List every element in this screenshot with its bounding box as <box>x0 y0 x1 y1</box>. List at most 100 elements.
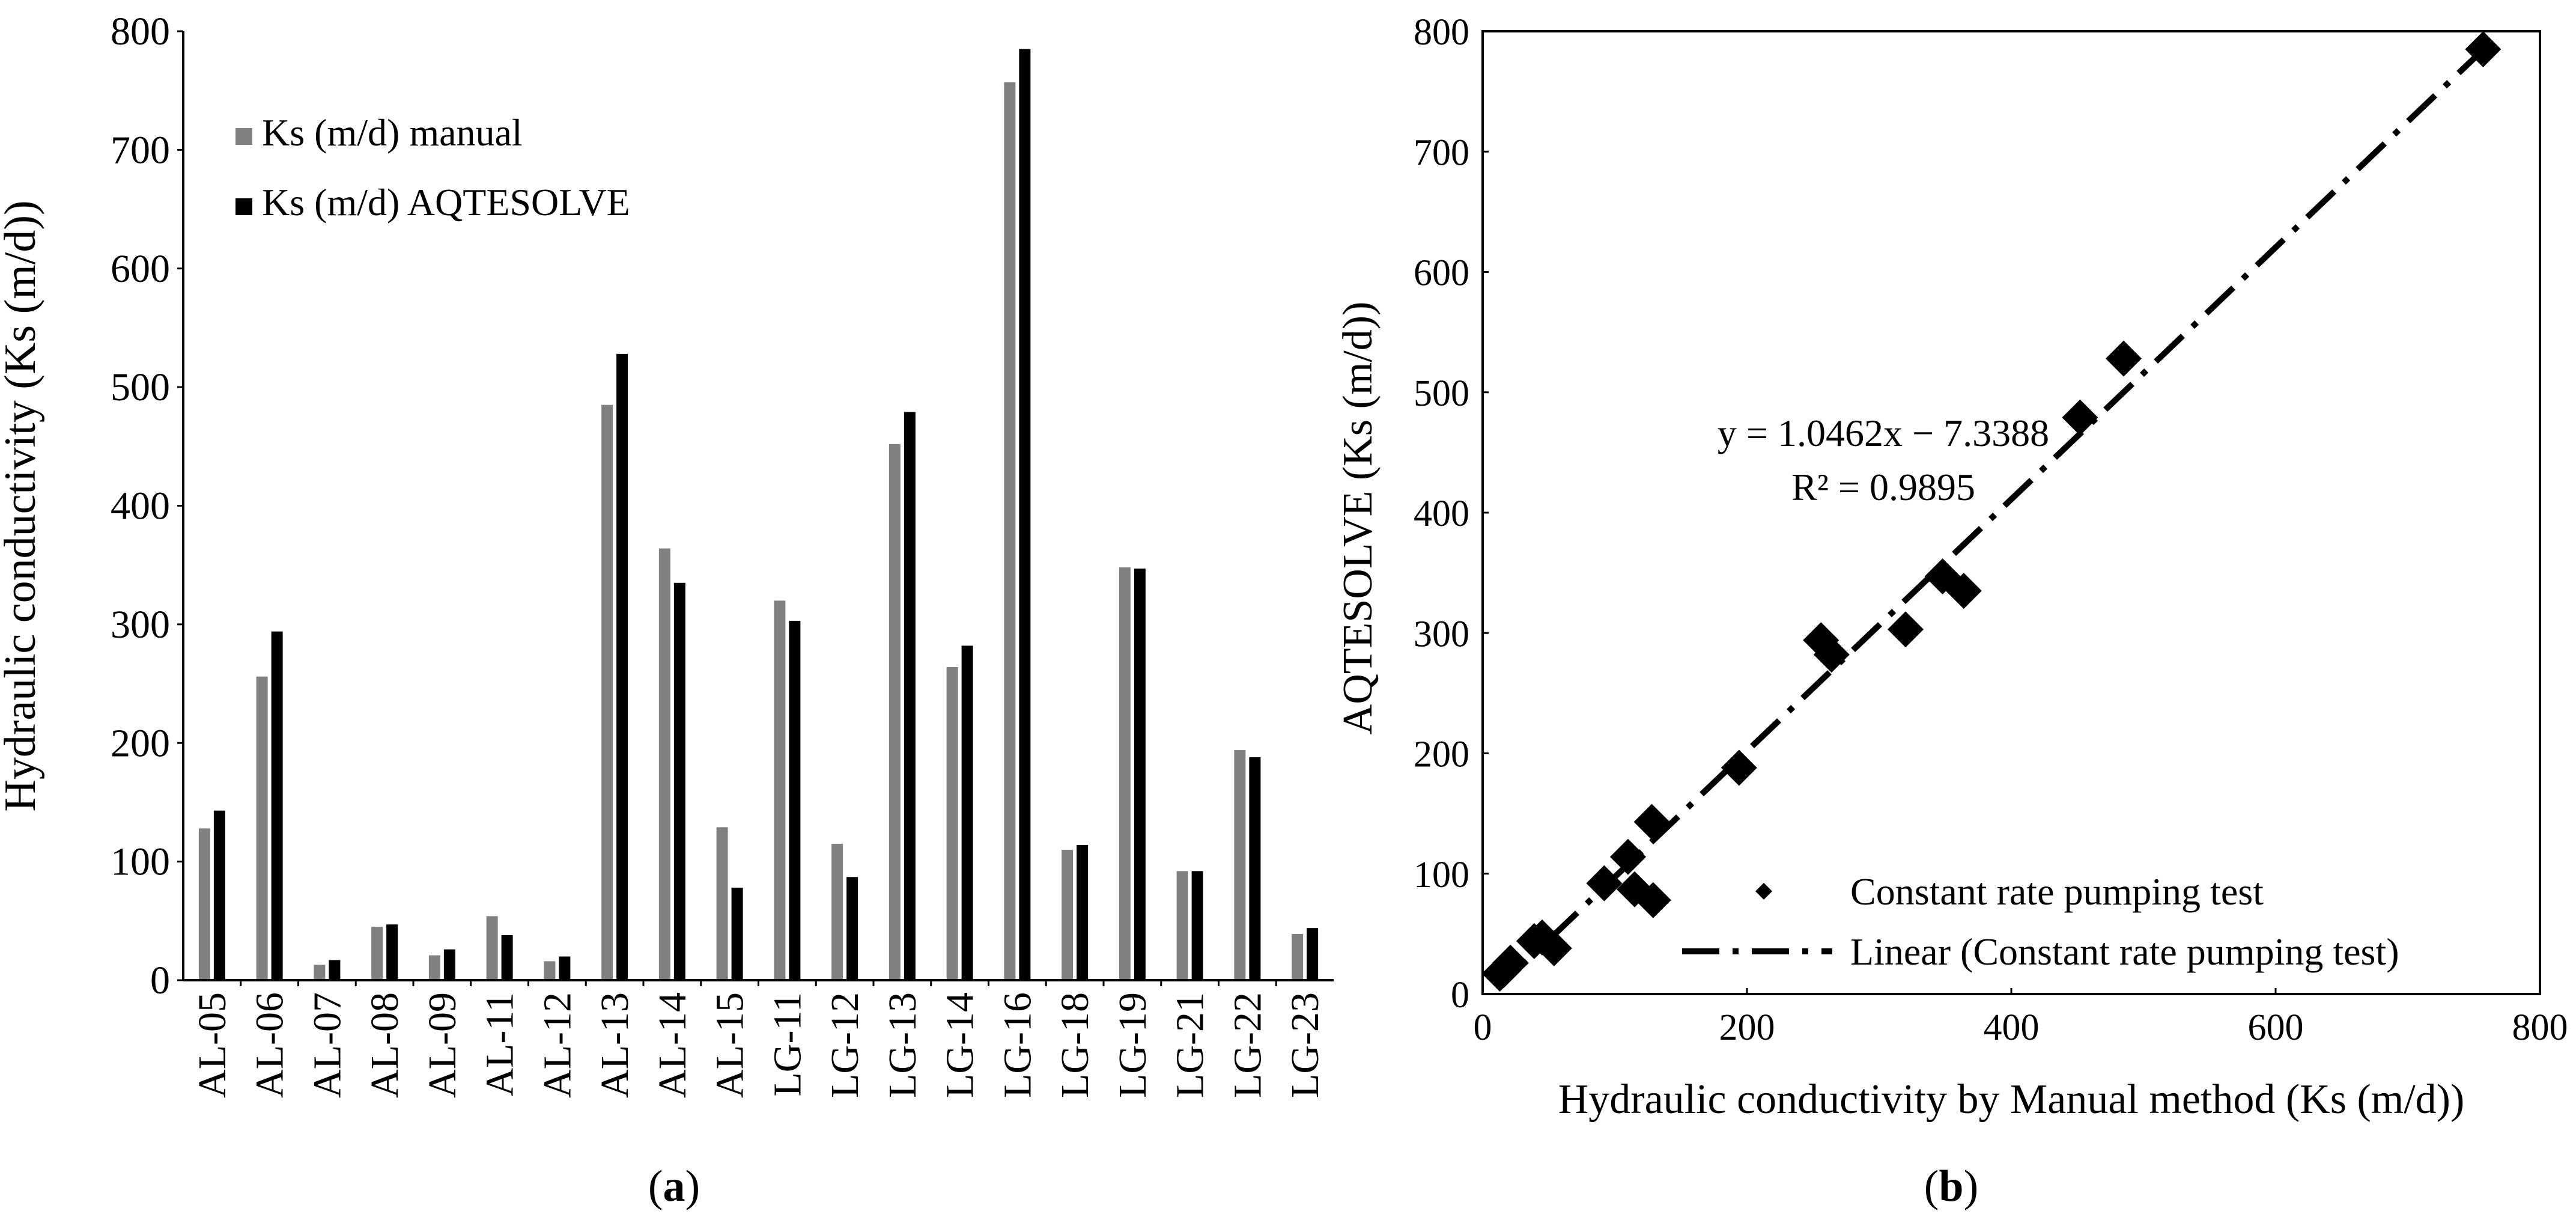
panel-b-letter: b <box>1939 1162 1963 1211</box>
panel-b-x-tick-label: 800 <box>2512 1007 2568 1048</box>
bar-aqtesolve-LG-22 <box>1249 757 1261 980</box>
bar-aqtesolve-AL-13 <box>616 353 628 980</box>
bar-aqtesolve-AL-05 <box>213 810 225 980</box>
bar-manual-AL-13 <box>601 404 613 980</box>
legend-label-manual: Ks (m/d) manual <box>262 111 523 154</box>
panel-b-y-tick-label: 400 <box>1414 493 1469 534</box>
scatter-point <box>1924 558 1961 595</box>
bar-manual-AL-08 <box>371 927 383 980</box>
panel-a-paren-close: ) <box>685 1162 700 1211</box>
scatter-point <box>1486 951 1522 988</box>
scatter-point <box>1888 611 1924 648</box>
panel-a-x-tick-label: LG-21 <box>1168 992 1212 1098</box>
panel-b-y-tick-label: 700 <box>1414 132 1469 173</box>
panel-b-y-tick-label: 800 <box>1414 12 1469 53</box>
bar-manual-LG-12 <box>831 844 843 980</box>
bar-manual-AL-06 <box>256 676 268 980</box>
panel-a-x-tick-label: AL-15 <box>708 992 752 1098</box>
panel-a-x-tick-label: AL-08 <box>363 992 407 1098</box>
panel-b-x-ticks: 0 200 400 600 800 <box>1474 988 2568 1048</box>
panel-b-paren-close: ) <box>1964 1162 1979 1211</box>
bar-aqtesolve-LG-19 <box>1134 569 1146 980</box>
scatter-point <box>1516 923 1552 959</box>
bar-aqtesolve-AL-09 <box>443 949 455 980</box>
panel-b-x-axis-label: Hydraulic conductivity by Manual method … <box>1558 1076 2465 1123</box>
bar-manual-LG-19 <box>1119 567 1131 980</box>
bar-manual-LG-23 <box>1292 934 1304 980</box>
panel-a-y-tick-label: 200 <box>111 721 170 765</box>
panel-b-y-ticks: 0 100 200 300 400 500 600 700 800 <box>1414 12 1489 1016</box>
bar-aqtesolve-LG-14 <box>961 645 973 980</box>
panel-b-x-tick-label: 0 <box>1474 1007 1492 1048</box>
panel-a-paren-open: ( <box>648 1162 663 1211</box>
panel-b-points <box>1481 31 2502 992</box>
panel-b-y-tick-label: 300 <box>1414 614 1469 654</box>
scatter-point <box>1617 871 1653 907</box>
panel-a-x-tick-label: AL-12 <box>535 992 579 1098</box>
panel-a-x-tick-label: AL-11 <box>478 992 522 1097</box>
panel-a-y-tick-label: 0 <box>150 959 170 1002</box>
panel-b-y-tick-label: 500 <box>1414 373 1469 414</box>
bar-aqtesolve-LG-23 <box>1307 928 1319 980</box>
scatter-point <box>1721 749 1757 786</box>
panel-a-x-tick-label: LG-19 <box>1111 992 1155 1098</box>
bar-manual-LG-18 <box>1062 849 1074 980</box>
panel-a-x-tick-label: LG-14 <box>938 992 982 1098</box>
scatter-point <box>1586 865 1623 901</box>
panel-a-x-tick-label: LG-23 <box>1283 992 1327 1098</box>
panel-a-x-tick-label: AL-09 <box>421 992 464 1098</box>
bar-aqtesolve-LG-12 <box>846 877 858 980</box>
bar-aqtesolve-AL-11 <box>501 935 513 980</box>
panel-a-y-ticks: 0 100 200 300 400 500 600 700 800 <box>111 10 183 1002</box>
scatter-point <box>2062 399 2098 436</box>
panel-b-paren-open: ( <box>1924 1162 1939 1211</box>
panel-a-x-tick-label: LG-11 <box>765 992 809 1097</box>
panel-a-letter: a <box>663 1162 685 1211</box>
bar-aqtesolve-LG-18 <box>1077 844 1089 980</box>
bar-aqtesolve-LG-13 <box>904 412 916 980</box>
panel-b-x-tick-label: 600 <box>2248 1007 2304 1048</box>
bar-manual-AL-09 <box>428 955 440 980</box>
legend-marker-diamond <box>1755 883 1772 900</box>
panel-b-y-tick-label: 0 <box>1451 975 1469 1016</box>
bar-aqtesolve-LG-11 <box>789 620 801 980</box>
bar-manual-AL-12 <box>544 961 556 980</box>
bar-aqtesolve-AL-07 <box>329 960 341 980</box>
bar-manual-AL-07 <box>314 965 326 980</box>
scatter-point <box>1610 838 1646 875</box>
trend-equation: y = 1.0462x − 7.3388 <box>1718 412 2049 454</box>
panel-b-y-axis-label: AQTESOLVE (Ks (m/d)) <box>1335 302 1381 735</box>
panel-a-x-tick-label: AL-13 <box>593 992 637 1098</box>
panel-a-y-tick-label: 300 <box>111 603 170 647</box>
panel-b-x-tick-label: 200 <box>1719 1007 1775 1048</box>
scatter-point <box>2106 340 2142 377</box>
panel-a-x-tick-label: LG-22 <box>1226 992 1269 1098</box>
legend-swatch-aqtesolve <box>235 198 252 215</box>
panel-a-y-tick-label: 700 <box>111 128 170 172</box>
bar-aqtesolve-LG-16 <box>1019 49 1031 981</box>
bar-manual-AL-05 <box>198 828 210 980</box>
bar-aqtesolve-LG-21 <box>1191 871 1203 980</box>
bar-aqtesolve-AL-08 <box>386 924 398 980</box>
panel-a-x-tick-label: AL-07 <box>305 992 349 1098</box>
panel-b-y-tick-label: 200 <box>1414 734 1469 775</box>
legend-label-scatter: Constant rate pumping test <box>1850 870 2264 913</box>
panel-a-bars <box>198 49 1319 981</box>
panel-b-label: (b) <box>1924 1162 1978 1211</box>
panel-a-y-tick-label: 400 <box>111 484 170 528</box>
panel-a-x-tick-label: LG-13 <box>881 992 925 1098</box>
bar-manual-LG-14 <box>946 666 958 980</box>
panel-a-y-axis-label: Hydraulic conductivity (Ks (m/d)) <box>0 200 45 811</box>
panel-a-y-tick-label: 100 <box>111 840 170 884</box>
bar-aqtesolve-AL-15 <box>731 888 743 980</box>
panel-a-x-tick-label: LG-18 <box>1053 992 1097 1098</box>
bar-manual-AL-15 <box>716 827 728 980</box>
panel-a-y-tick-label: 600 <box>111 247 170 291</box>
panel-a-x-ticks: AL-05 AL-06 AL-07 AL-08 AL-09 AL-11 AL-12 AL-13… <box>190 980 1327 1098</box>
legend-label-aqtesolve: Ks (m/d) AQTESOLVE <box>262 181 630 224</box>
legend-label-trendline: Linear (Constant rate pumping test) <box>1850 930 2399 973</box>
panel-b-y-tick-label: 600 <box>1414 253 1469 294</box>
